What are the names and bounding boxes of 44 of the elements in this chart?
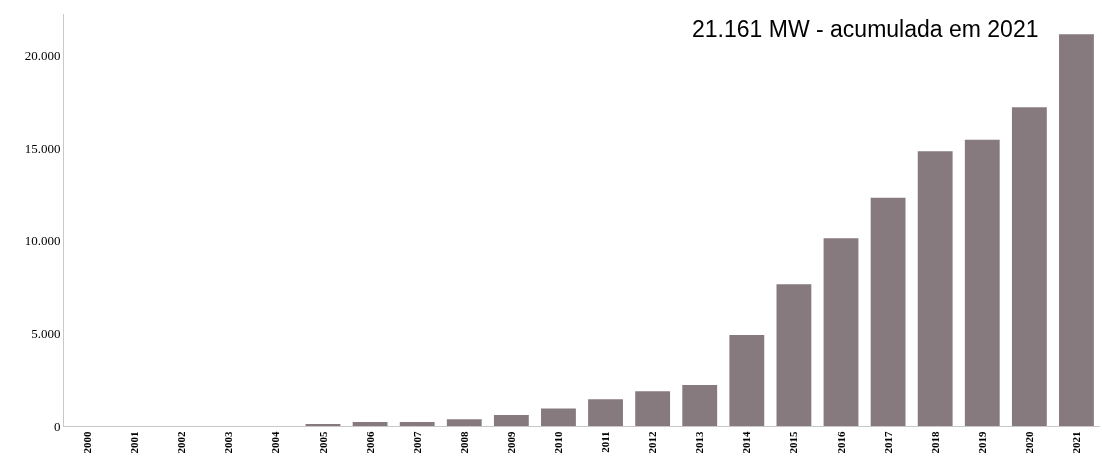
bar <box>446 419 482 426</box>
x-tick-label: 2012 <box>646 430 659 454</box>
x-tick-label: 2020 <box>1022 430 1035 454</box>
x-tick-label: 2006 <box>363 430 376 454</box>
x-tick-label: 2018 <box>928 430 941 454</box>
x-tick-label: 2021 <box>1070 431 1083 454</box>
y-tick-label: 0 <box>53 418 61 434</box>
x-tick-label: 2000 <box>81 430 94 454</box>
x-tick-label: 2007 <box>410 430 423 454</box>
bar <box>1011 107 1047 426</box>
x-tick-label: 2003 <box>222 430 235 454</box>
x-tick-label: 2013 <box>693 430 706 454</box>
bar <box>917 151 953 426</box>
bar <box>729 334 765 426</box>
x-tick-label: 2010 <box>552 430 565 454</box>
x-tick-label: 2017 <box>881 430 894 454</box>
bar <box>776 284 812 426</box>
x-tick-label: 2011 <box>599 431 612 453</box>
bar <box>635 391 671 426</box>
y-tick-label: 20.000 <box>24 48 61 64</box>
bar <box>352 422 388 426</box>
bar <box>588 399 623 426</box>
x-tick-label: 2008 <box>457 430 470 454</box>
y-tick-label: 5.000 <box>31 325 61 341</box>
bar <box>682 385 718 426</box>
annotation: 21.161 MW - acumulada em 2021 <box>692 16 1039 42</box>
bar <box>493 414 529 426</box>
x-tick-label: 2004 <box>269 430 282 454</box>
bar <box>870 197 906 426</box>
bar <box>1059 34 1094 426</box>
x-tick-label: 2019 <box>975 430 988 454</box>
x-tick-label: 2009 <box>504 430 517 454</box>
x-tick-label: 2005 <box>316 430 329 454</box>
bar <box>399 422 435 426</box>
x-tick-label: 2002 <box>175 430 188 454</box>
x-tick-label: 2015 <box>787 430 800 454</box>
y-tick-label: 15.000 <box>24 140 61 156</box>
y-tick-label: 10.000 <box>24 233 61 249</box>
bar <box>823 238 859 426</box>
x-tick-label: 2001 <box>128 431 141 454</box>
x-tick-label: 2014 <box>740 430 753 454</box>
bar <box>541 408 576 426</box>
bar <box>964 139 1000 426</box>
x-tick-label: 2016 <box>834 430 847 454</box>
